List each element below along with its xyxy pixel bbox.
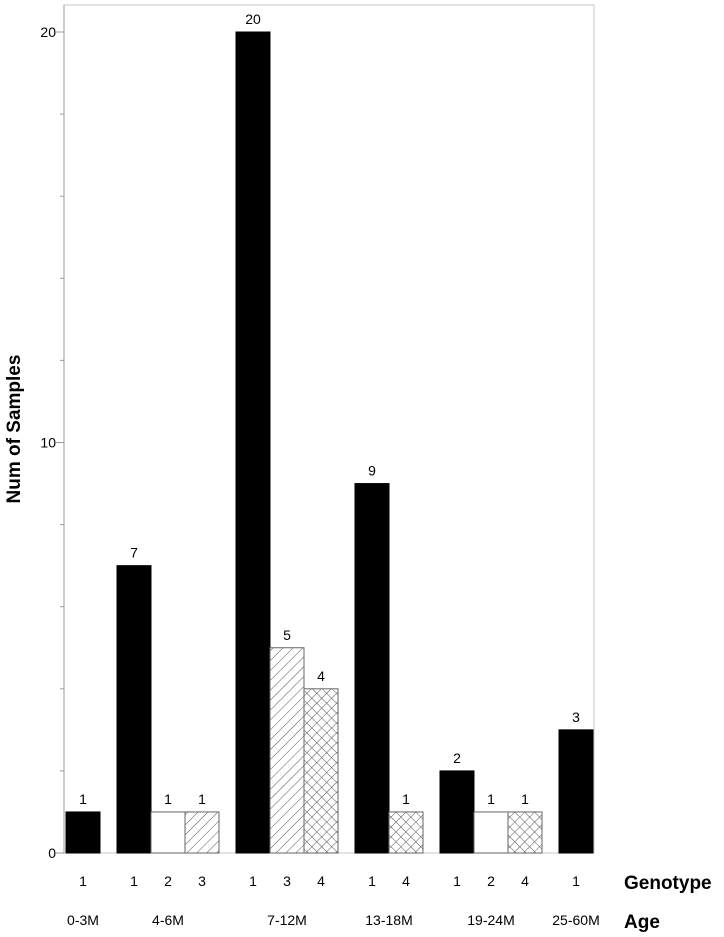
genotype-tick-label: 1 — [368, 873, 376, 889]
bar-4-6M-genotype-2 — [150, 811, 186, 854]
bar-7-12M-genotype-4 — [303, 688, 339, 854]
data-label: 5 — [283, 627, 291, 643]
data-label: 1 — [198, 791, 206, 807]
genotype-tick-label: 1 — [249, 873, 257, 889]
data-labels-layer: 1 7 1 1 20 5 4 9 1 2 1 1 3 — [79, 11, 580, 807]
age-group-label: 0-3M — [67, 912, 99, 928]
age-group-label: 7-12M — [267, 912, 307, 928]
genotype-tick-label: 1 — [79, 873, 87, 889]
genotype-tick-label: 4 — [317, 873, 325, 889]
data-label: 2 — [453, 750, 461, 766]
data-label: 1 — [521, 791, 529, 807]
age-group-label: 4-6M — [152, 912, 184, 928]
genotype-tick-label: 1 — [130, 873, 138, 889]
age-row-label: Age — [624, 912, 660, 933]
bar-13-18M-genotype-1 — [354, 483, 390, 854]
data-label: 4 — [317, 668, 325, 684]
bar-0-3M-genotype-1 — [65, 811, 101, 854]
y-tick-label: 10 — [40, 435, 56, 451]
genotype-tick-label: 3 — [198, 873, 206, 889]
genotype-tick-label: 4 — [402, 873, 410, 889]
bar-19-24M-genotype-1 — [439, 770, 475, 854]
data-label: 1 — [402, 791, 410, 807]
data-label: 1 — [164, 791, 172, 807]
age-group-label: 19-24M — [467, 912, 514, 928]
y-axis-title: Num of Samples — [4, 355, 25, 504]
bar-13-18M-genotype-4 — [388, 811, 424, 854]
y-tick-label: 20 — [40, 24, 56, 40]
genotype-tick-label: 4 — [521, 873, 529, 889]
y-axis: 0 10 20 — [40, 24, 64, 861]
genotype-tick-label: 1 — [572, 873, 580, 889]
genotype-row-label: Genotype — [624, 873, 712, 894]
bar-7-12M-genotype-3 — [269, 647, 305, 854]
y-tick-label: 0 — [48, 845, 56, 861]
bar-19-24M-genotype-2 — [473, 811, 509, 854]
data-label: 1 — [79, 791, 87, 807]
data-label: 7 — [130, 545, 138, 561]
bar-19-24M-genotype-4 — [507, 811, 543, 854]
bar-4-6M-genotype-1 — [116, 565, 152, 854]
age-group-label: 13-18M — [365, 912, 412, 928]
bar-25-60M-genotype-1 — [558, 729, 594, 854]
bar-4-6M-genotype-3 — [184, 811, 220, 854]
age-group-label: 25-60M — [552, 912, 599, 928]
data-label: 3 — [572, 709, 580, 725]
genotype-tick-label: 3 — [283, 873, 291, 889]
bar-7-12M-genotype-1 — [235, 31, 271, 854]
bars-layer — [65, 31, 594, 854]
genotype-tick-label: 2 — [487, 873, 495, 889]
data-label: 9 — [368, 463, 376, 479]
x-axis-labels: 1 0-3M 1 2 3 4-6M 1 3 4 7-12M 1 4 13-18M 1 2 4 19-24M 1 25… — [67, 873, 600, 928]
genotype-tick-label: 2 — [164, 873, 172, 889]
data-label: 1 — [487, 791, 495, 807]
data-label: 20 — [245, 11, 261, 27]
genotype-tick-label: 1 — [453, 873, 461, 889]
